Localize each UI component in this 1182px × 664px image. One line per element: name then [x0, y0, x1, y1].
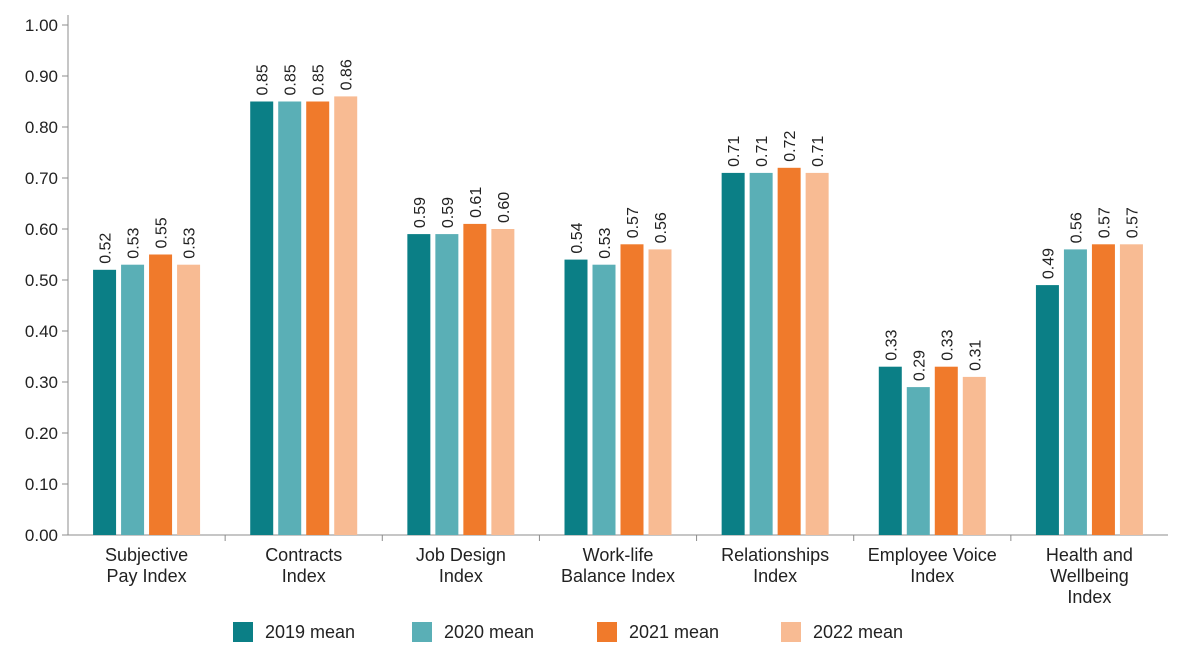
x-tick-label: Index	[282, 566, 326, 586]
data-label: 0.55	[154, 217, 171, 248]
bar	[334, 96, 358, 536]
bar	[149, 254, 173, 535]
bar	[592, 264, 616, 535]
x-tick-label: Pay Index	[107, 566, 187, 586]
x-tick-label: Relationships	[721, 545, 829, 565]
data-label: 0.59	[440, 197, 457, 228]
bar	[648, 249, 672, 535]
bar	[463, 223, 487, 535]
bar	[564, 259, 588, 535]
x-tick-label: Health and	[1046, 545, 1133, 565]
bar	[878, 366, 902, 535]
data-label: 0.53	[182, 227, 199, 258]
y-tick-label: 0.70	[25, 169, 58, 188]
data-label: 0.53	[126, 227, 143, 258]
bar	[1035, 285, 1059, 535]
x-tick-label: Index	[1067, 587, 1111, 607]
legend-label: 2020 mean	[444, 622, 534, 642]
x-tick-label: Work-life	[583, 545, 654, 565]
bar	[620, 244, 644, 536]
y-tick-label: 0.60	[25, 220, 58, 239]
bar	[121, 264, 145, 535]
bar	[306, 101, 330, 535]
data-label: 0.57	[1124, 207, 1141, 238]
bar	[906, 387, 930, 535]
y-tick-label: 0.20	[25, 424, 58, 443]
data-label: 0.61	[468, 187, 485, 218]
y-tick-label: 0.10	[25, 475, 58, 494]
y-tick-label: 0.80	[25, 118, 58, 137]
bar	[777, 167, 801, 536]
x-tick-label: Index	[439, 566, 483, 586]
data-label: 0.52	[98, 233, 115, 264]
bar	[278, 101, 302, 535]
x-tick-label: Index	[753, 566, 797, 586]
bar	[93, 269, 117, 535]
bar	[1063, 249, 1087, 535]
y-tick-label: 1.00	[25, 16, 58, 35]
bar	[934, 366, 958, 535]
y-tick-label: 0.30	[25, 373, 58, 392]
x-tick-label: Index	[910, 566, 954, 586]
legend-swatch	[412, 622, 432, 642]
data-label: 0.56	[653, 212, 670, 243]
bar	[177, 264, 201, 535]
data-label: 0.54	[569, 222, 586, 253]
data-label: 0.86	[339, 59, 356, 90]
x-tick-label: Subjective	[105, 545, 188, 565]
x-tick-label: Wellbeing	[1050, 566, 1129, 586]
legend-swatch	[781, 622, 801, 642]
legend-label: 2019 mean	[265, 622, 355, 642]
data-label: 0.57	[625, 207, 642, 238]
x-tick-label: Employee Voice	[868, 545, 997, 565]
data-label: 0.71	[726, 136, 743, 167]
bar	[407, 234, 431, 535]
data-label: 0.33	[939, 329, 956, 360]
x-tick-label: Contracts	[265, 545, 342, 565]
data-label: 0.49	[1040, 248, 1057, 279]
data-label: 0.57	[1096, 207, 1113, 238]
data-label: 0.33	[883, 329, 900, 360]
data-label: 0.53	[597, 227, 614, 258]
y-tick-label: 0.00	[25, 526, 58, 545]
legend-swatch	[233, 622, 253, 642]
data-label: 0.60	[496, 192, 513, 223]
data-label: 0.71	[754, 136, 771, 167]
bar	[1119, 244, 1143, 536]
data-label: 0.31	[967, 340, 984, 371]
data-label: 0.59	[412, 197, 429, 228]
bar	[250, 101, 274, 535]
data-label: 0.85	[255, 64, 272, 95]
legend-label: 2022 mean	[813, 622, 903, 642]
y-tick-label: 0.50	[25, 271, 58, 290]
bar	[1091, 244, 1115, 536]
y-tick-label: 0.90	[25, 67, 58, 86]
bar	[435, 234, 459, 535]
data-label: 0.85	[283, 64, 300, 95]
x-tick-label: Balance Index	[561, 566, 675, 586]
data-label: 0.85	[311, 64, 328, 95]
data-label: 0.72	[782, 131, 799, 162]
legend-label: 2021 mean	[629, 622, 719, 642]
bar	[491, 229, 515, 535]
data-label: 0.56	[1068, 212, 1085, 243]
x-tick-label: Job Design	[416, 545, 506, 565]
data-label: 0.29	[911, 350, 928, 381]
bar	[721, 172, 745, 535]
y-tick-label: 0.40	[25, 322, 58, 341]
legend-swatch	[597, 622, 617, 642]
bar	[749, 172, 773, 535]
bar	[805, 172, 829, 535]
data-label: 0.71	[810, 136, 827, 167]
bar	[962, 376, 986, 535]
